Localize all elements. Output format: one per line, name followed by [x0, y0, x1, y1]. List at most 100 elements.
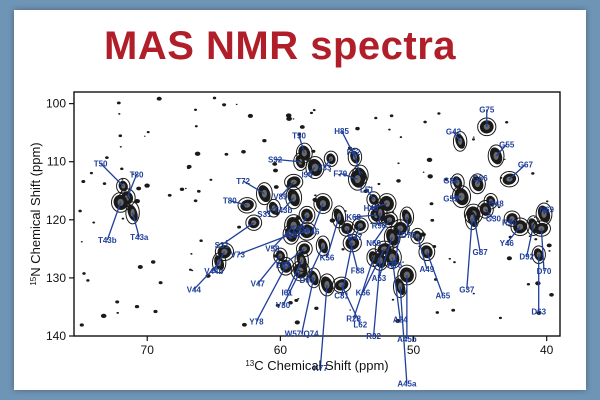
noise-speck: [119, 145, 122, 148]
leader-line: [391, 257, 401, 320]
noise-speck: [294, 320, 300, 325]
x-axis-title: 13C Chemical Shift (ppm): [245, 358, 388, 373]
y-tick-label: 110: [47, 155, 66, 169]
noise-speck: [137, 265, 143, 269]
noise-speck: [275, 303, 280, 307]
peak-label: S31: [257, 210, 272, 219]
leader-line: [131, 212, 140, 238]
leader-line: [373, 219, 391, 244]
noise-speck: [134, 198, 140, 204]
noise-speck: [388, 128, 391, 131]
noise-speck: [102, 182, 107, 185]
peak-label: G48: [489, 200, 505, 209]
peak-label: R90: [372, 222, 387, 231]
x-tick-label: 40: [540, 343, 554, 357]
noise-speck: [472, 292, 475, 295]
noise-speck: [309, 111, 314, 115]
noise-speck: [100, 313, 107, 319]
leader-line: [293, 230, 308, 235]
noise-speck: [288, 300, 293, 305]
leader-line: [353, 214, 377, 218]
leader-line: [399, 286, 408, 384]
peak-label: D92: [519, 252, 534, 261]
leader-line: [406, 216, 409, 235]
leader-line: [472, 213, 481, 252]
noise-speck: [81, 179, 86, 184]
noise-speck: [241, 322, 247, 327]
noise-speck: [196, 189, 201, 193]
noise-speck: [144, 183, 150, 188]
leader-line: [466, 218, 473, 290]
leader-line: [543, 209, 548, 215]
leader-line: [213, 251, 226, 272]
noise-speck: [144, 135, 146, 137]
peak-label: G87: [473, 248, 489, 257]
peak-label: F88: [351, 266, 365, 275]
noise-speck: [115, 300, 120, 304]
noise-speck: [116, 311, 119, 314]
noise-speck: [536, 311, 542, 315]
peak-label: K66: [356, 288, 371, 297]
noise-speck: [505, 121, 509, 124]
noise-speck: [273, 185, 279, 189]
peak-label: V47: [251, 280, 266, 289]
peak-label: E83: [276, 261, 291, 270]
noise-speck: [120, 167, 124, 171]
noise-speck: [549, 293, 554, 297]
leader-line: [298, 135, 305, 154]
x-tick-label: 50: [407, 343, 421, 357]
leader-line: [340, 172, 358, 180]
leader-line: [193, 262, 220, 290]
noise-speck: [235, 103, 238, 106]
leader-line: [255, 265, 287, 322]
noise-speck: [545, 200, 549, 203]
peak-label: R28: [346, 315, 361, 324]
peak-label: N69: [366, 239, 381, 248]
noise-speck: [118, 113, 121, 115]
peak-label: T43b: [98, 236, 117, 245]
noise-speck: [158, 281, 163, 285]
noise-speck: [402, 261, 404, 263]
noise-speck: [368, 186, 371, 188]
leader-line: [352, 151, 361, 176]
noise-speck: [167, 193, 172, 197]
leader-line: [452, 131, 461, 142]
peak-contour: [332, 276, 352, 294]
peak-label: G55: [499, 140, 515, 149]
peak-label: A45a: [397, 380, 417, 389]
noise-speck: [355, 126, 360, 131]
noise-speck: [299, 125, 305, 129]
peak-label: L62: [353, 320, 367, 329]
noise-speck: [526, 282, 531, 286]
noise-speck: [395, 318, 401, 323]
leader-line: [264, 207, 275, 215]
noise-speck: [212, 96, 217, 100]
noise-speck: [78, 209, 82, 213]
noise-speck: [118, 134, 123, 138]
x-tick-label: 60: [274, 343, 288, 357]
leader-line: [366, 189, 375, 200]
y-axis: 100 110 120 130 140: [46, 97, 74, 343]
y-tick-label: 140: [46, 329, 66, 343]
leader-line: [271, 225, 295, 249]
peak-label: L51: [360, 186, 374, 195]
peak-label: S31: [215, 241, 230, 250]
noise-speck: [82, 272, 86, 275]
leader-line: [394, 228, 401, 266]
peak-label: F52: [347, 148, 361, 157]
leader-line: [372, 260, 381, 337]
noise-speck: [89, 171, 93, 175]
peak-label: I94: [301, 170, 313, 179]
noise-speck: [427, 174, 433, 179]
leader-line-group: [100, 109, 548, 384]
noise-speck: [193, 199, 198, 203]
peak-label: V33: [317, 164, 332, 173]
noise-speck: [184, 187, 187, 190]
leader-line: [506, 226, 521, 244]
leader-line: [286, 260, 303, 293]
noise-speck: [534, 238, 538, 241]
leader-line: [306, 245, 324, 281]
peak-label: A65: [435, 291, 450, 300]
peak-label: T43a: [291, 225, 310, 234]
leader-line: [299, 214, 308, 229]
